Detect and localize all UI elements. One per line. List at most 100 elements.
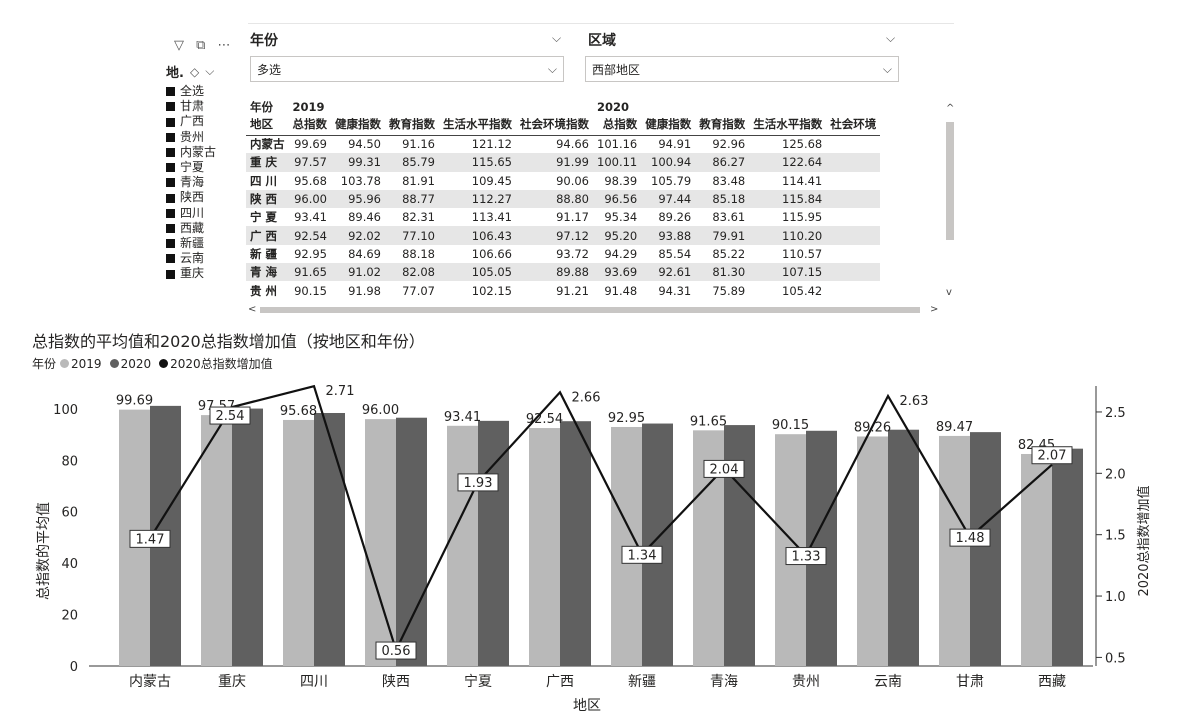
table-cell: 97.12 (516, 226, 593, 245)
row-header-year: 年份 (250, 99, 273, 114)
slicer-item[interactable]: 云南 (166, 251, 246, 266)
checkbox-icon[interactable] (166, 178, 175, 188)
table-cell: 97.44 (641, 189, 696, 209)
legend-item[interactable]: 2020 (109, 357, 151, 371)
horizontal-scrollbar[interactable]: < > (246, 304, 946, 316)
table-cell (826, 208, 880, 226)
row-region: 贵 州 (250, 283, 278, 298)
table-cell: 106.43 (439, 226, 516, 245)
slicer-item[interactable]: 重庆 (166, 266, 246, 281)
table-cell: 109.45 (471, 173, 512, 188)
table-cell: 95.96 (331, 189, 385, 209)
line-label-box (1031, 446, 1073, 465)
line-data-label: 2.54 (216, 409, 245, 424)
bar-data-label: 96.00 (362, 403, 399, 418)
column-header: 总指数 (593, 116, 642, 136)
chevron-down-icon[interactable]: ⌵ (205, 64, 215, 78)
y2-tick-label: 2.5 (1105, 406, 1126, 421)
region-collapse-chevron-icon[interactable]: ⌵ (886, 31, 896, 45)
slicer-item-label: 全选 (180, 84, 205, 98)
line-label-box (375, 641, 417, 660)
table-cell: 92.54 (288, 226, 331, 245)
scroll-left-icon[interactable]: < (248, 304, 257, 315)
slicer-item[interactable]: 青海 (166, 175, 246, 190)
checkbox-icon[interactable] (166, 269, 175, 279)
row-region: 新 疆 (250, 246, 278, 261)
slicer-item[interactable]: 贵州 (166, 130, 246, 145)
slicer-item[interactable]: 全选 (166, 84, 246, 99)
table-cell (826, 135, 880, 153)
line-data-label: 0.56 (382, 644, 411, 659)
slicer-item[interactable]: 新疆 (166, 236, 246, 251)
checkbox-icon[interactable] (166, 193, 175, 203)
y-tick-label: 40 (61, 557, 78, 572)
checkbox-icon[interactable] (166, 87, 175, 97)
legend-item[interactable]: 2020总指数增加值 (159, 355, 273, 372)
year-collapse-chevron-icon[interactable]: ⌵ (552, 31, 562, 45)
column-header: 生活水平指数 (749, 116, 827, 136)
slicer-item[interactable]: 西藏 (166, 221, 246, 236)
y-tick-label: 0 (70, 660, 78, 675)
column-header: 生活水平指数 (439, 116, 516, 136)
row-region: 广 西 (246, 226, 289, 245)
legend-title: 年份 (32, 357, 57, 371)
checkbox-icon[interactable] (166, 132, 175, 142)
table-cell: 75.89 (712, 283, 746, 298)
row-region: 陕 西 (246, 189, 289, 209)
y-tick-label: 100 (53, 403, 78, 418)
y2-tick-label: 1.0 (1105, 590, 1126, 605)
checkbox-icon[interactable] (166, 163, 175, 173)
scroll-up-icon[interactable]: ^ (946, 103, 955, 114)
table-cell: 94.66 (556, 137, 589, 152)
x-tick-label: 云南 (874, 674, 902, 690)
checkbox-icon[interactable] (166, 254, 175, 264)
bar-data-label: 92.95 (608, 411, 645, 426)
eraser-icon[interactable]: ◇ (189, 64, 200, 79)
table-cell: 85.79 (385, 153, 439, 172)
slicer-toolbar[interactable]: ▽ ⧉ ⋯ (174, 38, 235, 53)
line-label-box (621, 545, 663, 564)
line-label-box (129, 529, 171, 548)
checkbox-icon[interactable] (166, 208, 175, 218)
table-cell (826, 153, 881, 172)
slicer-item[interactable]: 四川 (166, 206, 246, 221)
vertical-scrollbar[interactable]: ^ v (944, 97, 956, 303)
table-cell: 93.69 (593, 263, 642, 282)
row-region: 重 庆 (246, 153, 289, 172)
slicer-item-label: 甘肃 (180, 99, 205, 114)
legend-item[interactable]: 2019 (60, 357, 102, 371)
index-matrix[interactable]: 年份 2019 2020 地区 总指数 健康指数 教育指数 生活水平指数 社会环境指数总… (246, 97, 946, 315)
checkbox-icon[interactable] (166, 147, 175, 157)
y2-tick-label: 2.0 (1105, 467, 1126, 482)
table-cell (826, 281, 880, 299)
scroll-thumb[interactable] (946, 122, 954, 240)
scroll-down-icon[interactable]: v (946, 287, 952, 298)
table-cell: 110.20 (749, 226, 827, 245)
checkbox-icon[interactable] (166, 239, 175, 249)
column-header: 社会环境 (826, 116, 881, 136)
table-cell: 85.22 (712, 246, 746, 261)
checkbox-icon[interactable] (166, 117, 175, 127)
table-cell: 77.10 (385, 226, 439, 245)
x-axis-title: 地区 (573, 698, 601, 714)
x-tick-label: 陕西 (382, 674, 410, 690)
region-dropdown[interactable]: 西部地区 ⌵ (585, 56, 899, 82)
checkbox-icon[interactable] (166, 102, 175, 112)
slicer-item[interactable]: 广西 (166, 114, 246, 129)
bar-data-label: 95.68 (280, 404, 317, 419)
scroll-right-icon[interactable]: > (930, 304, 939, 315)
slicer-item[interactable]: 宁夏 (166, 160, 246, 175)
line-data-label: 1.34 (628, 548, 657, 563)
legend-label: 2020总指数增加值 (170, 357, 273, 371)
bar-2019 (365, 419, 396, 666)
slicer-item[interactable]: 陕西 (166, 190, 246, 205)
table-cell: 94.31 (658, 283, 692, 298)
scroll-thumb[interactable] (260, 307, 920, 313)
slicer-item[interactable]: 甘肃 (166, 99, 246, 114)
slicer-item[interactable]: 内蒙古 (166, 145, 246, 160)
table-cell: 92.95 (294, 246, 327, 261)
table-row: 青 海 91.65 91.02 82.08 105.05 89.88 93.69 92.61 8… (246, 263, 881, 282)
line-data-label: 1.33 (792, 550, 821, 565)
checkbox-icon[interactable] (166, 223, 175, 233)
year-dropdown[interactable]: 多选 ⌵ (250, 56, 564, 82)
